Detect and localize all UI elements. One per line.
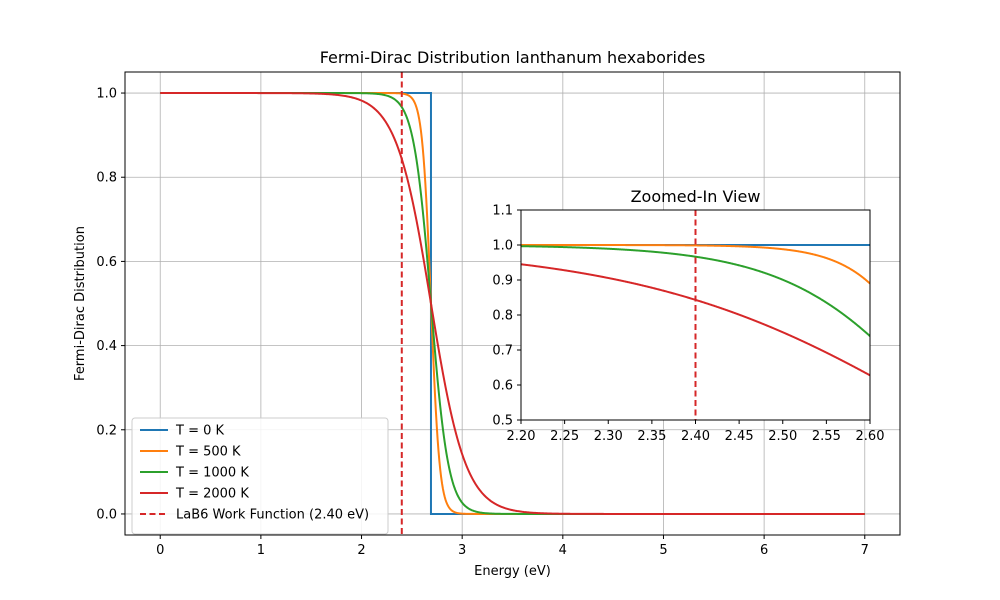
chart-title: Fermi-Dirac Distribution lanthanum hexab… [320, 48, 706, 67]
inset-chart: 2.20 2.25 2.30 2.35 2.40 2.45 2.50 2.55 2.60 0.5 0… [492, 187, 884, 444]
main-x-tick-label: 6 [760, 543, 768, 558]
inset-y-tick-label: 0.9 [492, 274, 513, 289]
main-y-tick-label: 0.4 [96, 339, 117, 354]
main-y-tick-label: 0.8 [96, 171, 117, 186]
main-y-tick-label: 0.2 [96, 423, 117, 438]
main-chart: 0 1 2 3 4 5 6 7 0.0 0.2 0.4 0.6 0.8 1.0 Fermi-Dirac Di… [73, 48, 901, 579]
inset-y-tick-label: 0.5 [492, 414, 513, 429]
inset-y-tick-label: 0.6 [492, 379, 513, 394]
main-y-tick-label: 0.6 [96, 255, 117, 270]
inset-x-tick-label: 2.30 [594, 429, 623, 444]
main-x-tick-label: 2 [357, 543, 365, 558]
main-axes-frame [124, 71, 901, 536]
inset-y-tick-label: 1.0 [492, 239, 513, 254]
inset-y-tick-label: 0.7 [492, 344, 513, 359]
inset-x-tick-label: 2.35 [637, 429, 666, 444]
legend-entry-label: T = 500 K [175, 445, 241, 460]
inset-series-line-500k [521, 244, 870, 285]
inset-x-tick-label: 2.20 [507, 429, 536, 444]
y-axis-label: Fermi-Dirac Distribution [73, 226, 88, 381]
inset-x-tick-label: 2.55 [812, 429, 841, 444]
legend-box [131, 417, 389, 535]
inset-x-tick-label: 2.40 [681, 429, 710, 444]
main-x-tick-label: 0 [156, 543, 164, 558]
main-x-tick-label: 5 [659, 543, 667, 558]
main-x-tick-label: 7 [861, 543, 869, 558]
inset-y-tick-label: 0.8 [492, 309, 513, 324]
inset-x-tick-label: 2.60 [856, 429, 885, 444]
legend: T = 0 K T = 500 K T = 1000 K T = 2000 K LaB6… [131, 417, 389, 535]
inset-x-tick-label: 2.25 [550, 429, 579, 444]
legend-entry-label: T = 2000 K [175, 487, 249, 502]
legend-entry-label: T = 1000 K [175, 466, 249, 481]
main-x-tick-label: 3 [458, 543, 466, 558]
inset-x-tick-label: 2.45 [725, 429, 754, 444]
main-y-tick-label: 1.0 [96, 87, 117, 102]
inset-y-tick-label: 1.1 [492, 204, 513, 219]
legend-entry-label: LaB6 Work Function (2.40 eV) [176, 508, 369, 523]
inset-series-line-1000k [521, 245, 870, 337]
main-x-tick-label: 4 [559, 543, 567, 558]
main-y-tick-label: 0.0 [96, 507, 117, 522]
inset-x-tick-label: 2.50 [768, 429, 797, 444]
x-axis-label: Energy (eV) [474, 564, 551, 579]
inset-title: Zoomed-In View [631, 187, 761, 206]
legend-entry-label: T = 0 K [175, 424, 225, 439]
series-line-2000k [160, 92, 865, 515]
main-x-tick-label: 1 [257, 543, 265, 558]
